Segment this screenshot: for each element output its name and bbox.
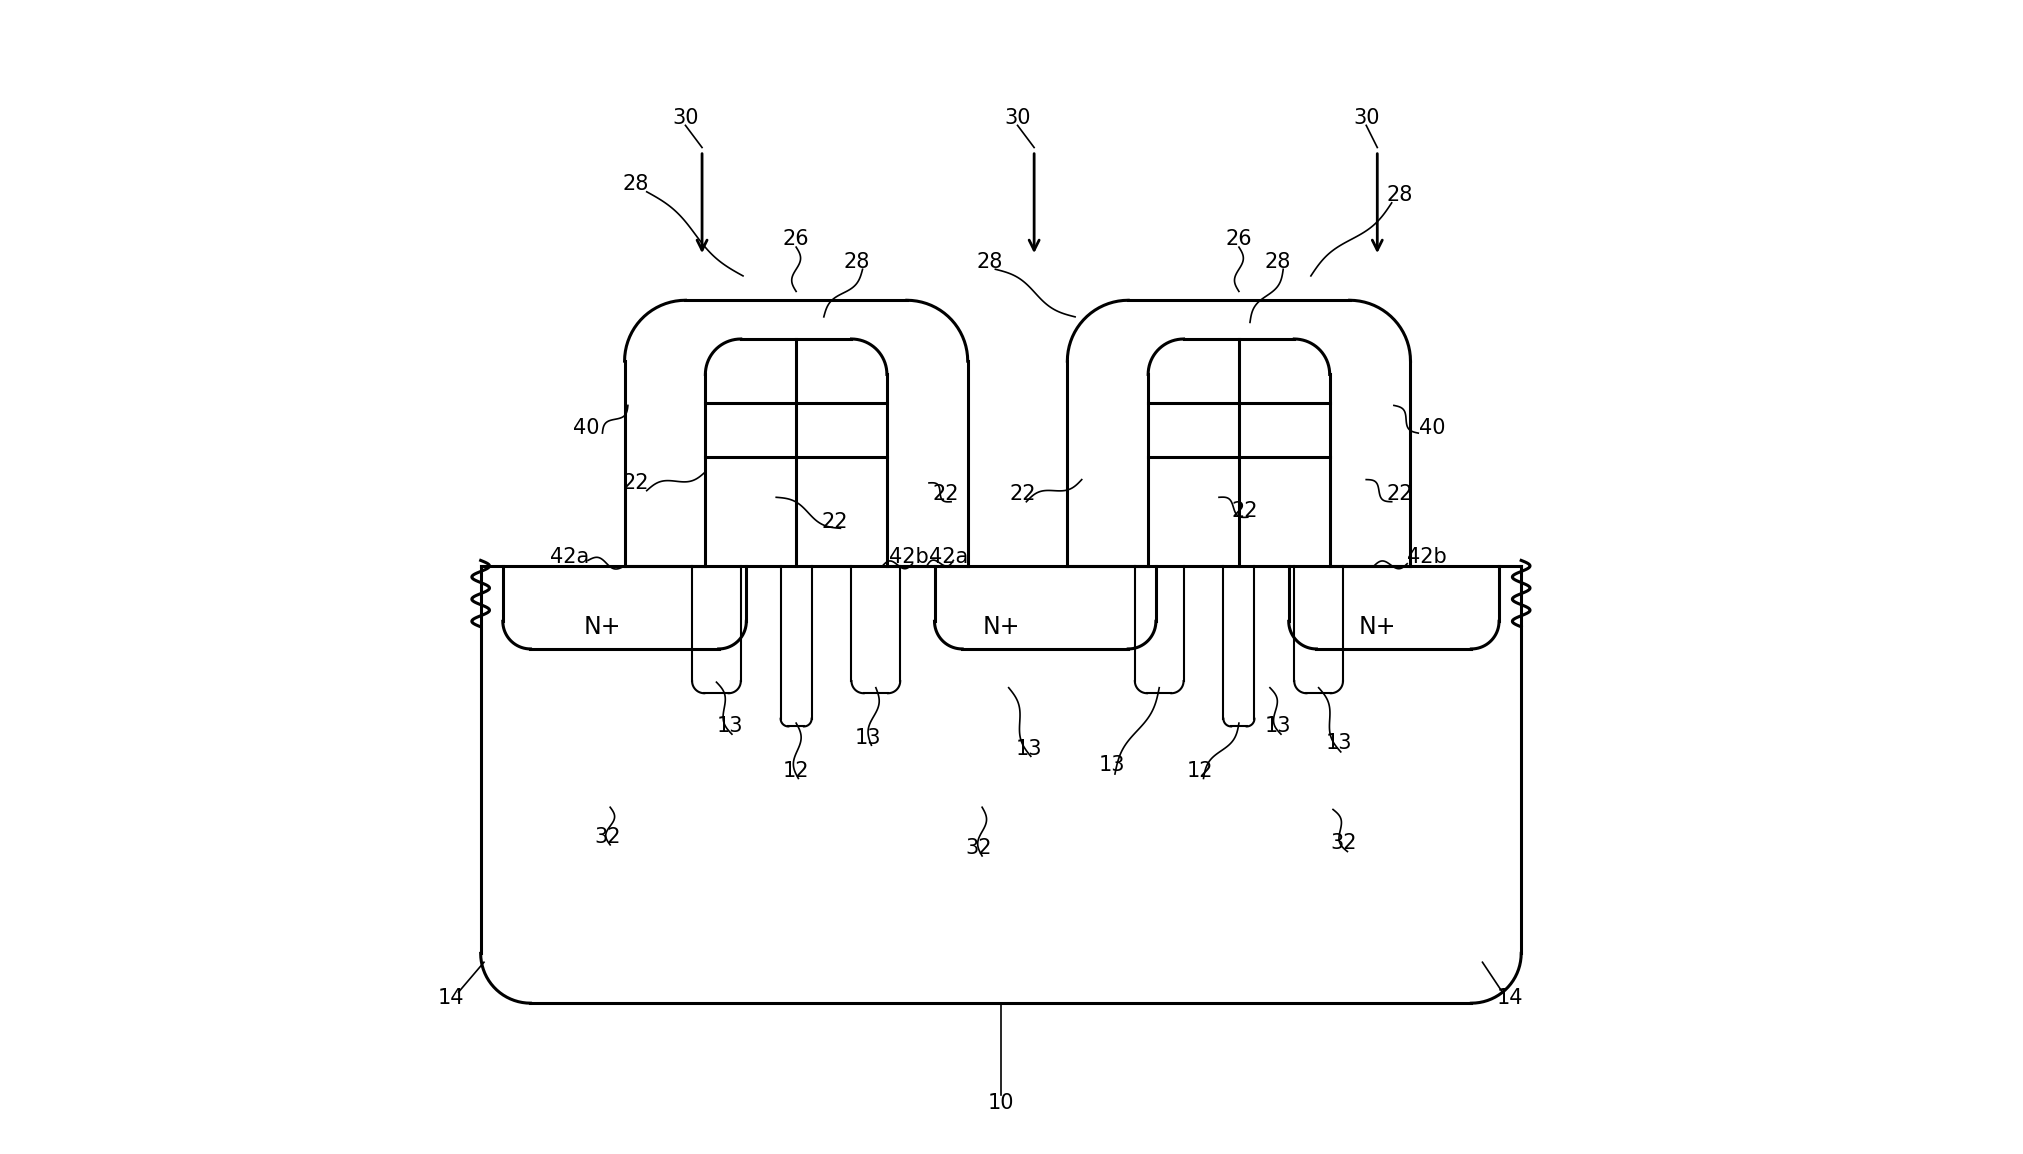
- Text: 14: 14: [1497, 988, 1523, 1007]
- Text: 22: 22: [821, 511, 848, 532]
- Text: 32: 32: [1331, 833, 1357, 853]
- Text: 32: 32: [595, 827, 621, 847]
- Text: 28: 28: [1386, 185, 1412, 205]
- Text: 30: 30: [672, 107, 698, 128]
- Text: N+: N+: [583, 615, 621, 639]
- Text: 28: 28: [977, 252, 1003, 271]
- Text: 22: 22: [933, 484, 959, 504]
- Text: 13: 13: [1016, 739, 1042, 758]
- Text: 22: 22: [1230, 501, 1256, 520]
- Text: 26: 26: [1226, 230, 1252, 249]
- Text: 12: 12: [783, 760, 809, 781]
- Text: 42b: 42b: [888, 547, 929, 567]
- Text: 22: 22: [1386, 484, 1412, 504]
- Text: 13: 13: [854, 727, 880, 748]
- Text: 13: 13: [1264, 717, 1291, 736]
- Text: 13: 13: [1325, 733, 1351, 754]
- Text: N+: N+: [981, 615, 1020, 639]
- Text: 28: 28: [623, 174, 649, 194]
- Text: 30: 30: [1003, 107, 1030, 128]
- Text: 12: 12: [1185, 760, 1214, 781]
- Text: 13: 13: [716, 717, 742, 736]
- Text: 32: 32: [965, 838, 991, 859]
- Text: 22: 22: [623, 473, 649, 493]
- Text: 26: 26: [783, 230, 809, 249]
- Text: 14: 14: [437, 988, 463, 1007]
- Text: 28: 28: [844, 252, 870, 271]
- Text: 42b: 42b: [1406, 547, 1446, 567]
- Text: 42a: 42a: [550, 547, 589, 567]
- Text: N+: N+: [1357, 615, 1396, 639]
- Text: 40: 40: [573, 418, 599, 437]
- Text: 40: 40: [1418, 418, 1444, 437]
- Text: 22: 22: [1009, 484, 1036, 504]
- Text: 30: 30: [1351, 107, 1380, 128]
- Text: 42a: 42a: [929, 547, 969, 567]
- Text: 13: 13: [1098, 755, 1125, 775]
- Text: 28: 28: [1264, 252, 1291, 271]
- Text: 10: 10: [987, 1093, 1014, 1112]
